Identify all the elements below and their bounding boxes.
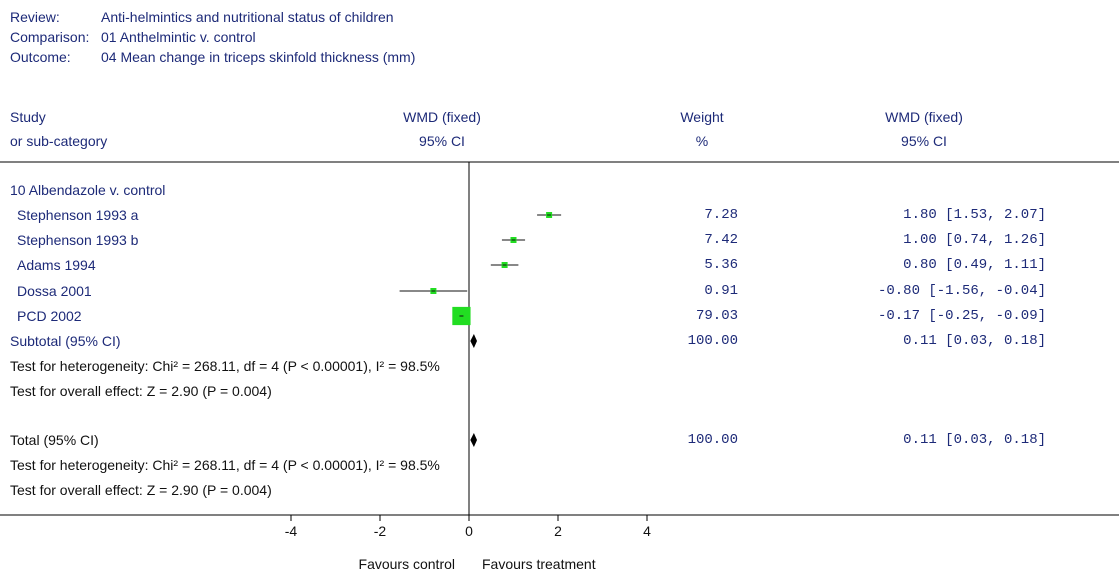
study-name: Adams 1994 [17,257,96,273]
wmd-plot-column-header: WMD (fixed) [403,109,481,125]
favours-control-label: Favours control [358,556,455,572]
wmd-value-column-header: WMD (fixed) [885,109,963,125]
outcome-value: 04 Mean change in triceps skinfold thick… [101,49,416,65]
total-label: Total (95% CI) [10,432,99,448]
outcome-label: Outcome: [10,49,71,65]
study-column-header: Study [10,109,46,125]
subtotal-weight: 100.00 [687,333,738,349]
study-weight: 7.28 [704,207,738,223]
subtotal-ci: 0.11 [0.03, 0.18] [903,333,1046,349]
study-ci: 1.80 [1.53, 2.07] [903,207,1046,223]
axis-tick-label: 4 [643,523,651,539]
weight-percent-header: % [695,133,709,149]
axis-tick-label: 2 [554,523,562,539]
subtotal-heterogeneity: Test for heterogeneity: Chi² = 268.11, d… [10,358,440,374]
study-weight: 0.91 [704,283,738,299]
study-name: Stephenson 1993 a [17,207,139,223]
subtotal-overall-effect: Test for overall effect: Z = 2.90 (P = 0… [10,383,272,399]
subtotal-label: Subtotal (95% CI) [10,333,121,349]
study-ci: 0.80 [0.49, 1.11] [903,257,1046,273]
study-weight: 7.42 [704,232,738,248]
review-label: Review: [10,9,60,25]
study-name: Stephenson 1993 b [17,232,139,248]
comparison-value: 01 Anthelmintic v. control [101,29,256,45]
axis-tick-label: 0 [465,523,473,539]
total-ci: 0.11 [0.03, 0.18] [903,432,1046,448]
favours-treatment-label: Favours treatment [482,556,596,572]
study-ci: -0.80 [-1.56, -0.04] [877,283,1046,299]
study-ci: 1.00 [0.74, 1.26] [903,232,1046,248]
comparison-label: Comparison: [10,29,90,45]
group-title: 10 Albendazole v. control [10,182,166,198]
weight-column-header: Weight [680,109,724,125]
axis-tick-label: -4 [284,523,298,539]
study-ci: -0.17 [-0.25, -0.09] [877,308,1046,324]
study-name: PCD 2002 [17,308,82,324]
total-diamond [470,433,478,447]
subtotal-diamond [470,334,478,348]
total-heterogeneity: Test for heterogeneity: Chi² = 268.11, d… [10,457,440,473]
study-name: Dossa 2001 [17,283,92,299]
axis-tick-label: -2 [373,523,387,539]
total-weight: 100.00 [687,432,738,448]
review-value: Anti-helmintics and nutritional status o… [101,9,394,25]
study-weight: 79.03 [695,308,738,324]
study-weight: 5.36 [704,257,738,273]
wmd-value-ci-header: 95% CI [901,133,947,149]
total-overall-effect: Test for overall effect: Z = 2.90 (P = 0… [10,482,272,498]
wmd-plot-ci-header: 95% CI [419,133,465,149]
subcategory-column-header: or sub-category [10,133,108,149]
